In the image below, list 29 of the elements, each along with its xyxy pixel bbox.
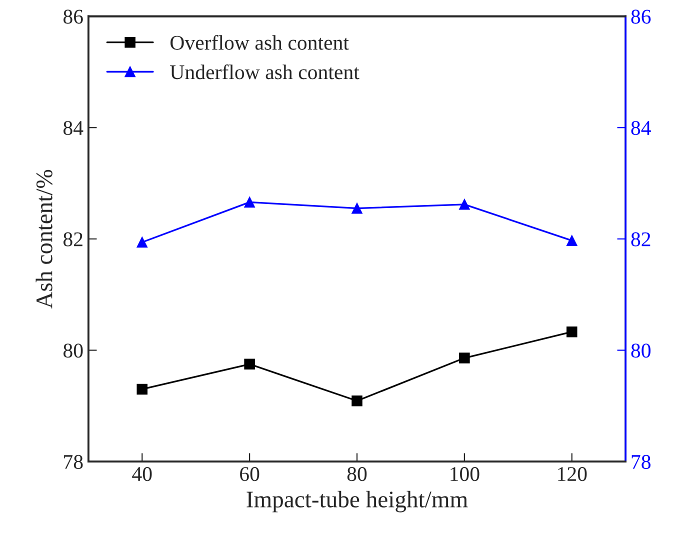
point: [459, 199, 470, 210]
y-tick-label: 84: [64, 120, 84, 136]
point: [352, 202, 362, 214]
x-tick-label: 120: [558, 467, 587, 482]
point: [244, 358, 255, 370]
point: [566, 326, 578, 338]
point: [136, 384, 148, 395]
y2-tick-label: 84: [631, 120, 651, 136]
x-tick-label: 80: [347, 467, 367, 482]
y-tick-label: 78: [64, 454, 83, 469]
x-axis-title: Impact-tube height/mm: [246, 490, 468, 512]
x-tick-label: 40: [132, 467, 152, 482]
y-tick-label: 82: [64, 232, 82, 246]
legend-label: Underflow ash content: [170, 64, 360, 80]
legend-label: Overflow ash content: [170, 34, 349, 50]
point: [459, 352, 470, 364]
point: [136, 236, 148, 248]
y2-tick-label: 78: [632, 454, 650, 469]
y-tick-label: 86: [64, 10, 83, 24]
point: [244, 196, 255, 208]
x-tick-label: 100: [450, 467, 480, 482]
y2-tick-label: 82: [631, 232, 650, 246]
y-axis-title: Ash content/%: [36, 170, 52, 309]
y2-tick-label: 80: [631, 344, 650, 358]
point: [566, 235, 578, 246]
x-tick-label: 60: [240, 467, 260, 482]
point: [352, 396, 362, 406]
y-tick-label: 80: [64, 344, 83, 358]
y2-tick-label: 86: [631, 10, 651, 24]
